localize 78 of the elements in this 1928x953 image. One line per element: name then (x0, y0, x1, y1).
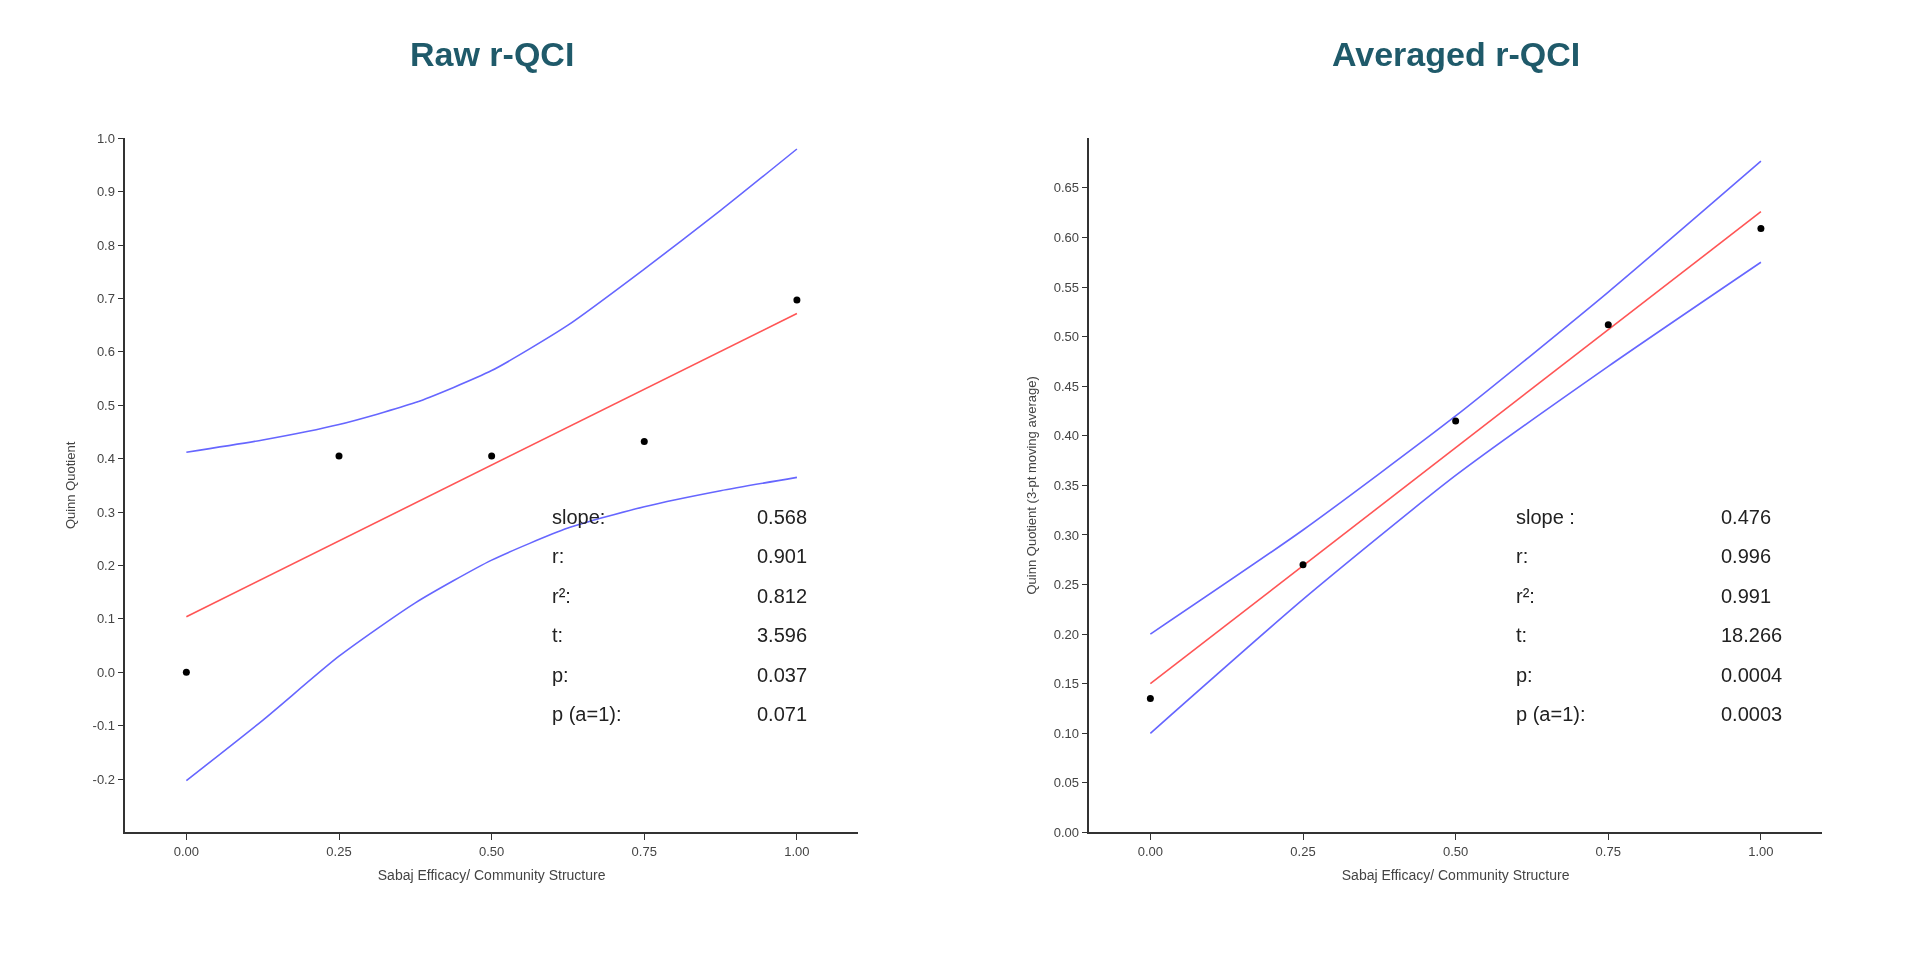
x-tick-label: 1.00 (1748, 843, 1774, 859)
annotation: 0.996 (1721, 545, 1772, 567)
point (1452, 417, 1460, 425)
annotation: 0.901 (757, 545, 808, 567)
y-tick-label: 0.3 (96, 504, 115, 520)
y-tick-label: 0.20 (1053, 626, 1079, 642)
point (1757, 225, 1765, 233)
y-tick-label: 0.5 (96, 397, 115, 413)
annotation: r²: (552, 585, 571, 607)
chart-title: Raw r-QCI (410, 35, 575, 73)
annotation: 3.596 (757, 624, 808, 646)
chart-title: Averaged r-QCI (1332, 35, 1581, 73)
y-tick-label: 0.6 (96, 344, 115, 360)
x-tick-label: 0.00 (1137, 843, 1164, 859)
annotation: p: (552, 664, 569, 686)
annotation: 0.0004 (1721, 664, 1783, 686)
y-tick-label: 0.8 (96, 237, 115, 253)
y-tick-label: 0.9 (96, 184, 115, 200)
point (1146, 695, 1154, 703)
annotation: slope : (1516, 506, 1575, 528)
y-tick-label: 0.60 (1053, 230, 1079, 246)
annotation: 0.037 (757, 664, 808, 686)
annotation: t: (1516, 624, 1528, 646)
annotation: 0.071 (757, 703, 808, 725)
x-tick-label: 0.25 (326, 843, 352, 859)
y-tick-label: 0.00 (1053, 824, 1079, 840)
y-tick-label: 0.7 (96, 291, 115, 307)
annotation: 0.812 (757, 585, 808, 607)
annotation: p: (1516, 664, 1533, 686)
y-tick-label: 0.1 (96, 611, 115, 627)
y-tick-label: 0.45 (1053, 378, 1079, 394)
point (1299, 561, 1307, 569)
annotation: 0.0003 (1721, 703, 1783, 725)
y-tick-label: -0.1 (92, 718, 115, 734)
y-tick-label: 0.35 (1053, 477, 1079, 493)
point (640, 438, 648, 446)
y-tick-label: 0.50 (1053, 329, 1079, 345)
y-tick-label: -0.2 (92, 771, 115, 787)
annotation: r²: (1516, 585, 1535, 607)
y-tick-label: 0.05 (1053, 775, 1079, 791)
x-axis-title: Sabaj Efficacy/ Community Structure (377, 866, 606, 883)
y-tick-label: 0.2 (96, 558, 115, 574)
x-axis-title: Sabaj Efficacy/ Community Structure (1341, 866, 1570, 883)
annotation: r: (1516, 545, 1529, 567)
annotation: r: (552, 545, 565, 567)
point (182, 668, 190, 676)
point (1604, 321, 1612, 329)
x-tick-label: 1.00 (784, 843, 810, 859)
x-tick-label: 0.25 (1290, 843, 1316, 859)
y-tick-label: 0.40 (1053, 428, 1079, 444)
y-tick-label: 0.15 (1053, 676, 1079, 692)
annotation: 0.991 (1721, 585, 1772, 607)
y-tick-label: 0.10 (1053, 725, 1079, 741)
y-tick-label: 0.65 (1053, 180, 1079, 196)
line-series (185, 148, 798, 454)
y-tick-label: 0.30 (1053, 527, 1079, 543)
y-axis-title: Quinn Quotient (63, 441, 79, 530)
y-tick-label: 0.55 (1053, 279, 1079, 295)
x-tick-label: 0.00 (173, 843, 200, 859)
annotation: 18.266 (1721, 624, 1783, 646)
y-tick-label: 0.4 (96, 451, 115, 467)
y-axis-title: Quinn Quotient (3-pt moving average) (1024, 376, 1040, 595)
x-tick-label: 0.50 (1442, 843, 1469, 859)
x-tick-label: 0.50 (478, 843, 505, 859)
x-tick-label: 0.75 (1595, 843, 1621, 859)
point (793, 296, 801, 304)
y-tick-label: 0.0 (96, 664, 115, 680)
annotation: t: (552, 624, 564, 646)
x-tick-label: 0.75 (631, 843, 657, 859)
annotation: 0.476 (1721, 506, 1772, 528)
point (488, 452, 496, 460)
annotation: p (a=1): (1516, 703, 1586, 725)
annotation: p (a=1): (552, 703, 622, 725)
y-tick-label: 0.25 (1053, 577, 1079, 593)
annotation: slope: (552, 506, 606, 528)
y-tick-label: 1.0 (96, 130, 115, 146)
point (335, 452, 343, 460)
annotation: 0.568 (757, 506, 808, 528)
